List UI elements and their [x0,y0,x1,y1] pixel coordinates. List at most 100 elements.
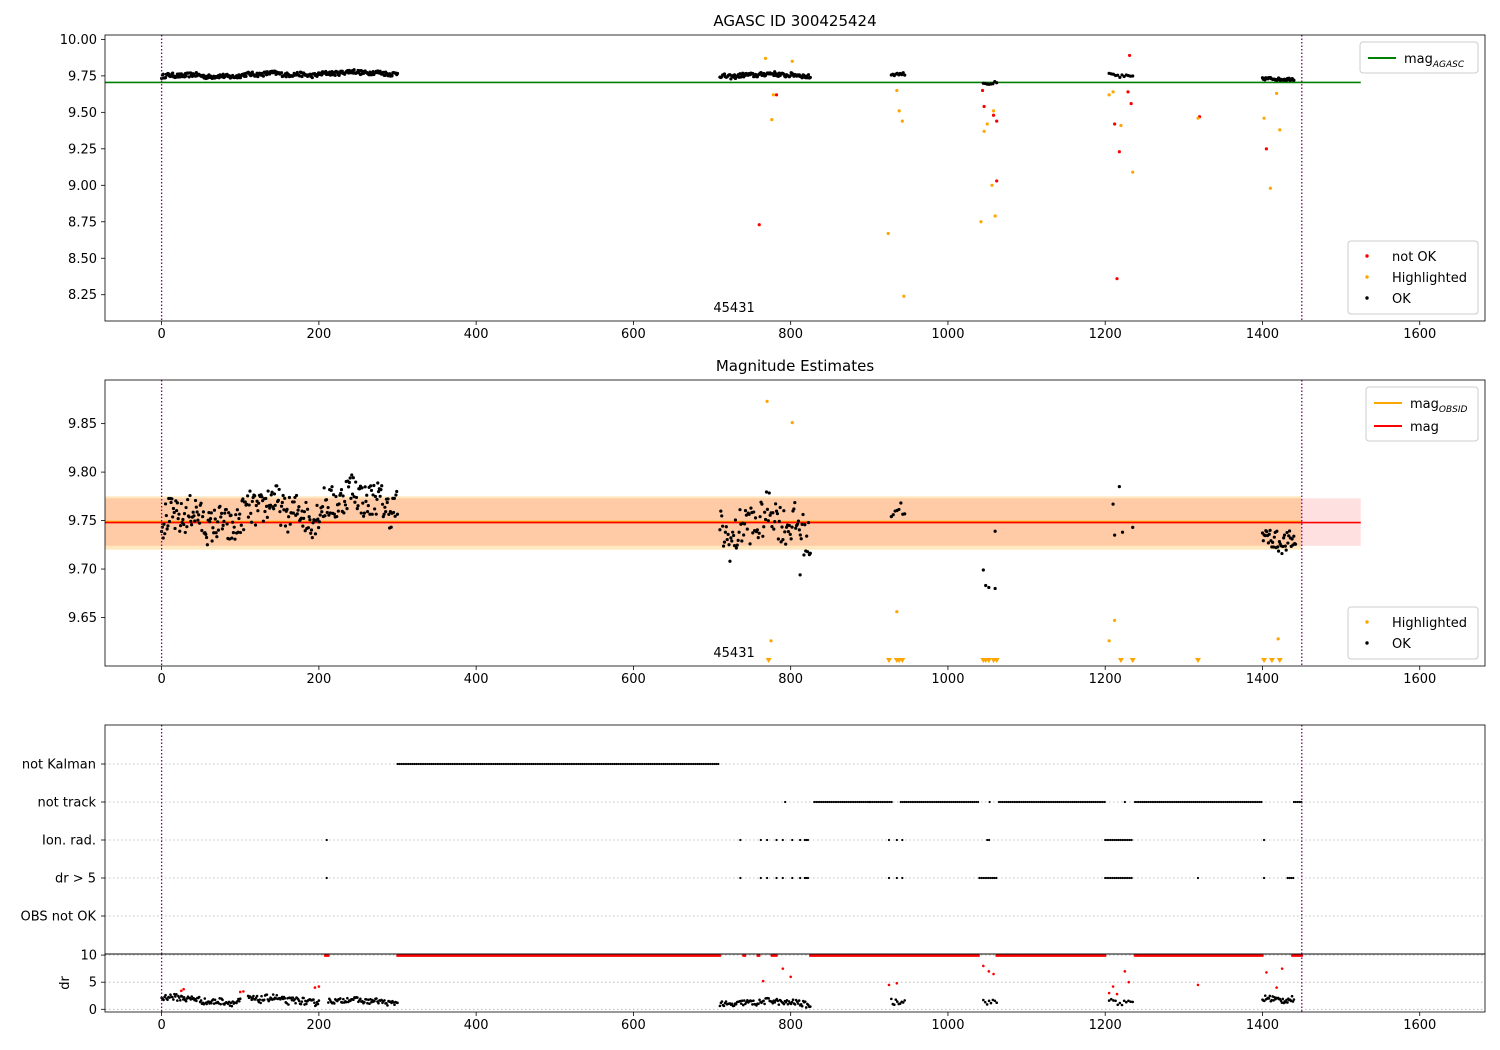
flag-point [692,762,695,766]
data-point [757,531,761,535]
chart-title: AGASC ID 300425424 [713,12,876,30]
data-point [213,998,217,1002]
data-point [742,999,746,1002]
flag-point [791,876,794,880]
data-point [176,999,179,1002]
flag-point [539,762,543,766]
x-tick-label: 1200 [1089,1018,1122,1033]
flag-point [1173,800,1176,804]
flag-point [1254,800,1257,804]
flag-point [1166,800,1169,804]
flag-point [824,800,827,804]
flag-point [549,762,552,766]
flag-point [1203,800,1207,804]
data-point [369,998,372,1001]
data-point [365,998,368,1001]
flag-point [739,876,742,880]
data-point [328,511,333,515]
flag-point [687,762,690,766]
data-point [307,515,311,519]
flag-point [1014,800,1018,804]
flag-point [636,762,639,766]
data-point [894,998,898,1001]
out-of-range-marker [1194,658,1201,663]
flag-point [1069,800,1072,804]
flag-point [536,762,539,766]
flag-point [1124,838,1128,842]
flag-point [1056,800,1059,804]
data-point [1131,525,1135,529]
flag-point [413,762,416,766]
flag-point [403,762,407,766]
data-point [302,996,305,1000]
data-point [382,512,386,516]
flag-point [709,762,712,766]
data-point [194,505,198,509]
flag-point [1122,876,1126,880]
data-point [762,525,766,529]
flag-point [679,762,682,766]
data-point [333,1002,336,1005]
data-point [316,517,320,521]
data-point [1129,101,1133,106]
data-point [806,73,811,77]
data-point [214,531,218,535]
data-point [1124,1000,1128,1004]
data-point [1286,541,1290,545]
flag-point [907,800,910,804]
data-point [782,1002,786,1006]
data-point [378,69,382,73]
flag-point [466,762,469,766]
flag-point [532,762,535,766]
data-point [380,484,384,488]
data-point [903,512,907,516]
flag-point [568,762,571,766]
data-point [272,507,276,511]
flag-point [841,800,844,804]
out-of-range-marker [1268,658,1275,663]
data-point [178,524,183,528]
data-point [279,504,284,508]
flag-point [1117,838,1120,842]
flag-point [1209,800,1212,804]
data-point [982,964,985,968]
flag-point [594,762,597,766]
flag-point [1073,800,1076,804]
data-point [193,519,197,523]
flag-point [1018,800,1021,804]
flag-point [910,800,914,804]
data-point [213,517,217,521]
x-tick-label: 200 [306,327,331,342]
flag-point [1149,800,1152,804]
flag-point [613,762,616,766]
data-point [184,999,188,1003]
flag-point [641,762,644,766]
flag-point [781,876,784,880]
data-point [195,510,199,514]
data-point [742,533,746,537]
flag-point [681,762,684,766]
flag-point [781,838,784,842]
data-point [770,118,774,122]
flag-point [462,762,465,766]
flag-point [1167,800,1171,804]
x-tick-label: 1000 [931,1018,964,1033]
data-point [752,510,756,514]
data-point [346,485,351,489]
data-point [1118,75,1122,80]
flag-point [818,800,822,804]
data-point [1131,1000,1135,1004]
flag-point [611,762,614,766]
data-point [172,510,176,515]
data-point [180,995,184,998]
flag-point [1035,800,1038,804]
data-point [163,502,168,506]
data-point [169,993,172,996]
data-point [800,1004,804,1008]
flag-point [1016,800,1020,804]
out-of-range-marker [885,658,892,663]
data-point [729,536,733,540]
flag-point [1171,800,1174,804]
out-of-range-marker [1117,658,1124,663]
data-point [270,490,274,494]
